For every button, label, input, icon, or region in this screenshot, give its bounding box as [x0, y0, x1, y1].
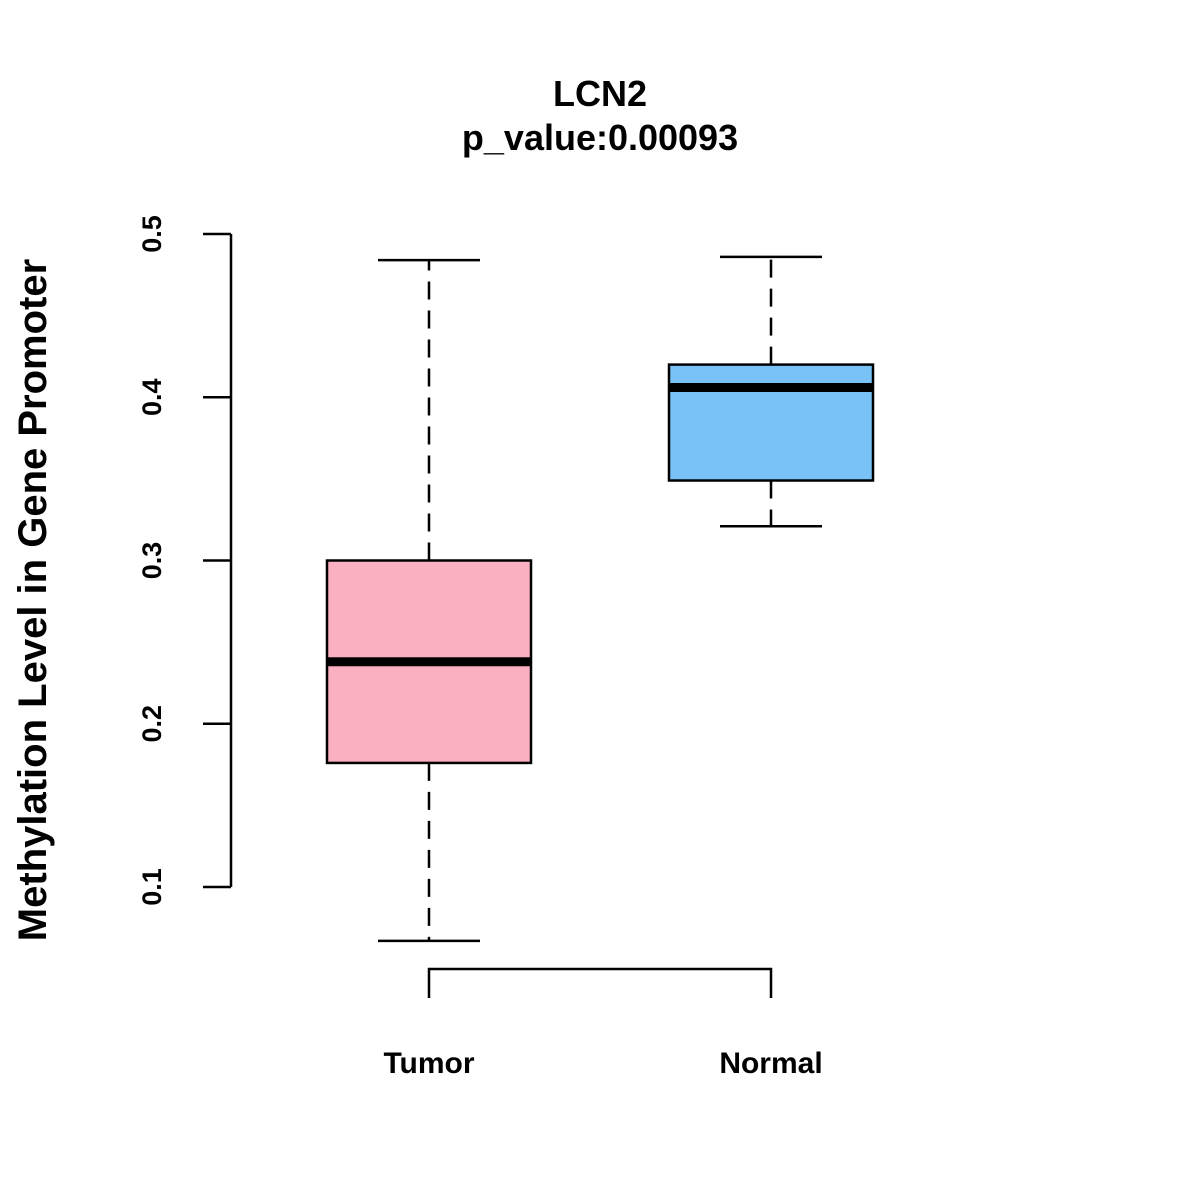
chart-subtitle: p_value:0.00093	[462, 117, 738, 158]
boxes-group	[325, 255, 875, 943]
y-tick-label: 0.2	[137, 705, 167, 743]
y-tick-label: 0.5	[137, 215, 167, 253]
y-tick-label: 0.4	[137, 378, 167, 416]
bracket-line	[427, 967, 773, 998]
chart-title: LCN2	[553, 73, 647, 114]
comparison-bracket	[427, 967, 773, 998]
y-axis-label: Methylation Level in Gene Promoter	[11, 259, 55, 941]
x-category-label: Tumor	[383, 1047, 474, 1080]
y-tick-label: 0.1	[137, 868, 167, 906]
y-tick-label: 0.3	[137, 542, 167, 580]
x-category-label: Normal	[719, 1047, 822, 1080]
box-tumor	[325, 258, 533, 943]
category-labels: Tumor Normal	[383, 1047, 822, 1080]
box-normal	[667, 255, 875, 528]
iqr-box	[667, 363, 875, 482]
y-axis: 0.1 0.2 0.3 0.4 0.5	[137, 215, 233, 906]
